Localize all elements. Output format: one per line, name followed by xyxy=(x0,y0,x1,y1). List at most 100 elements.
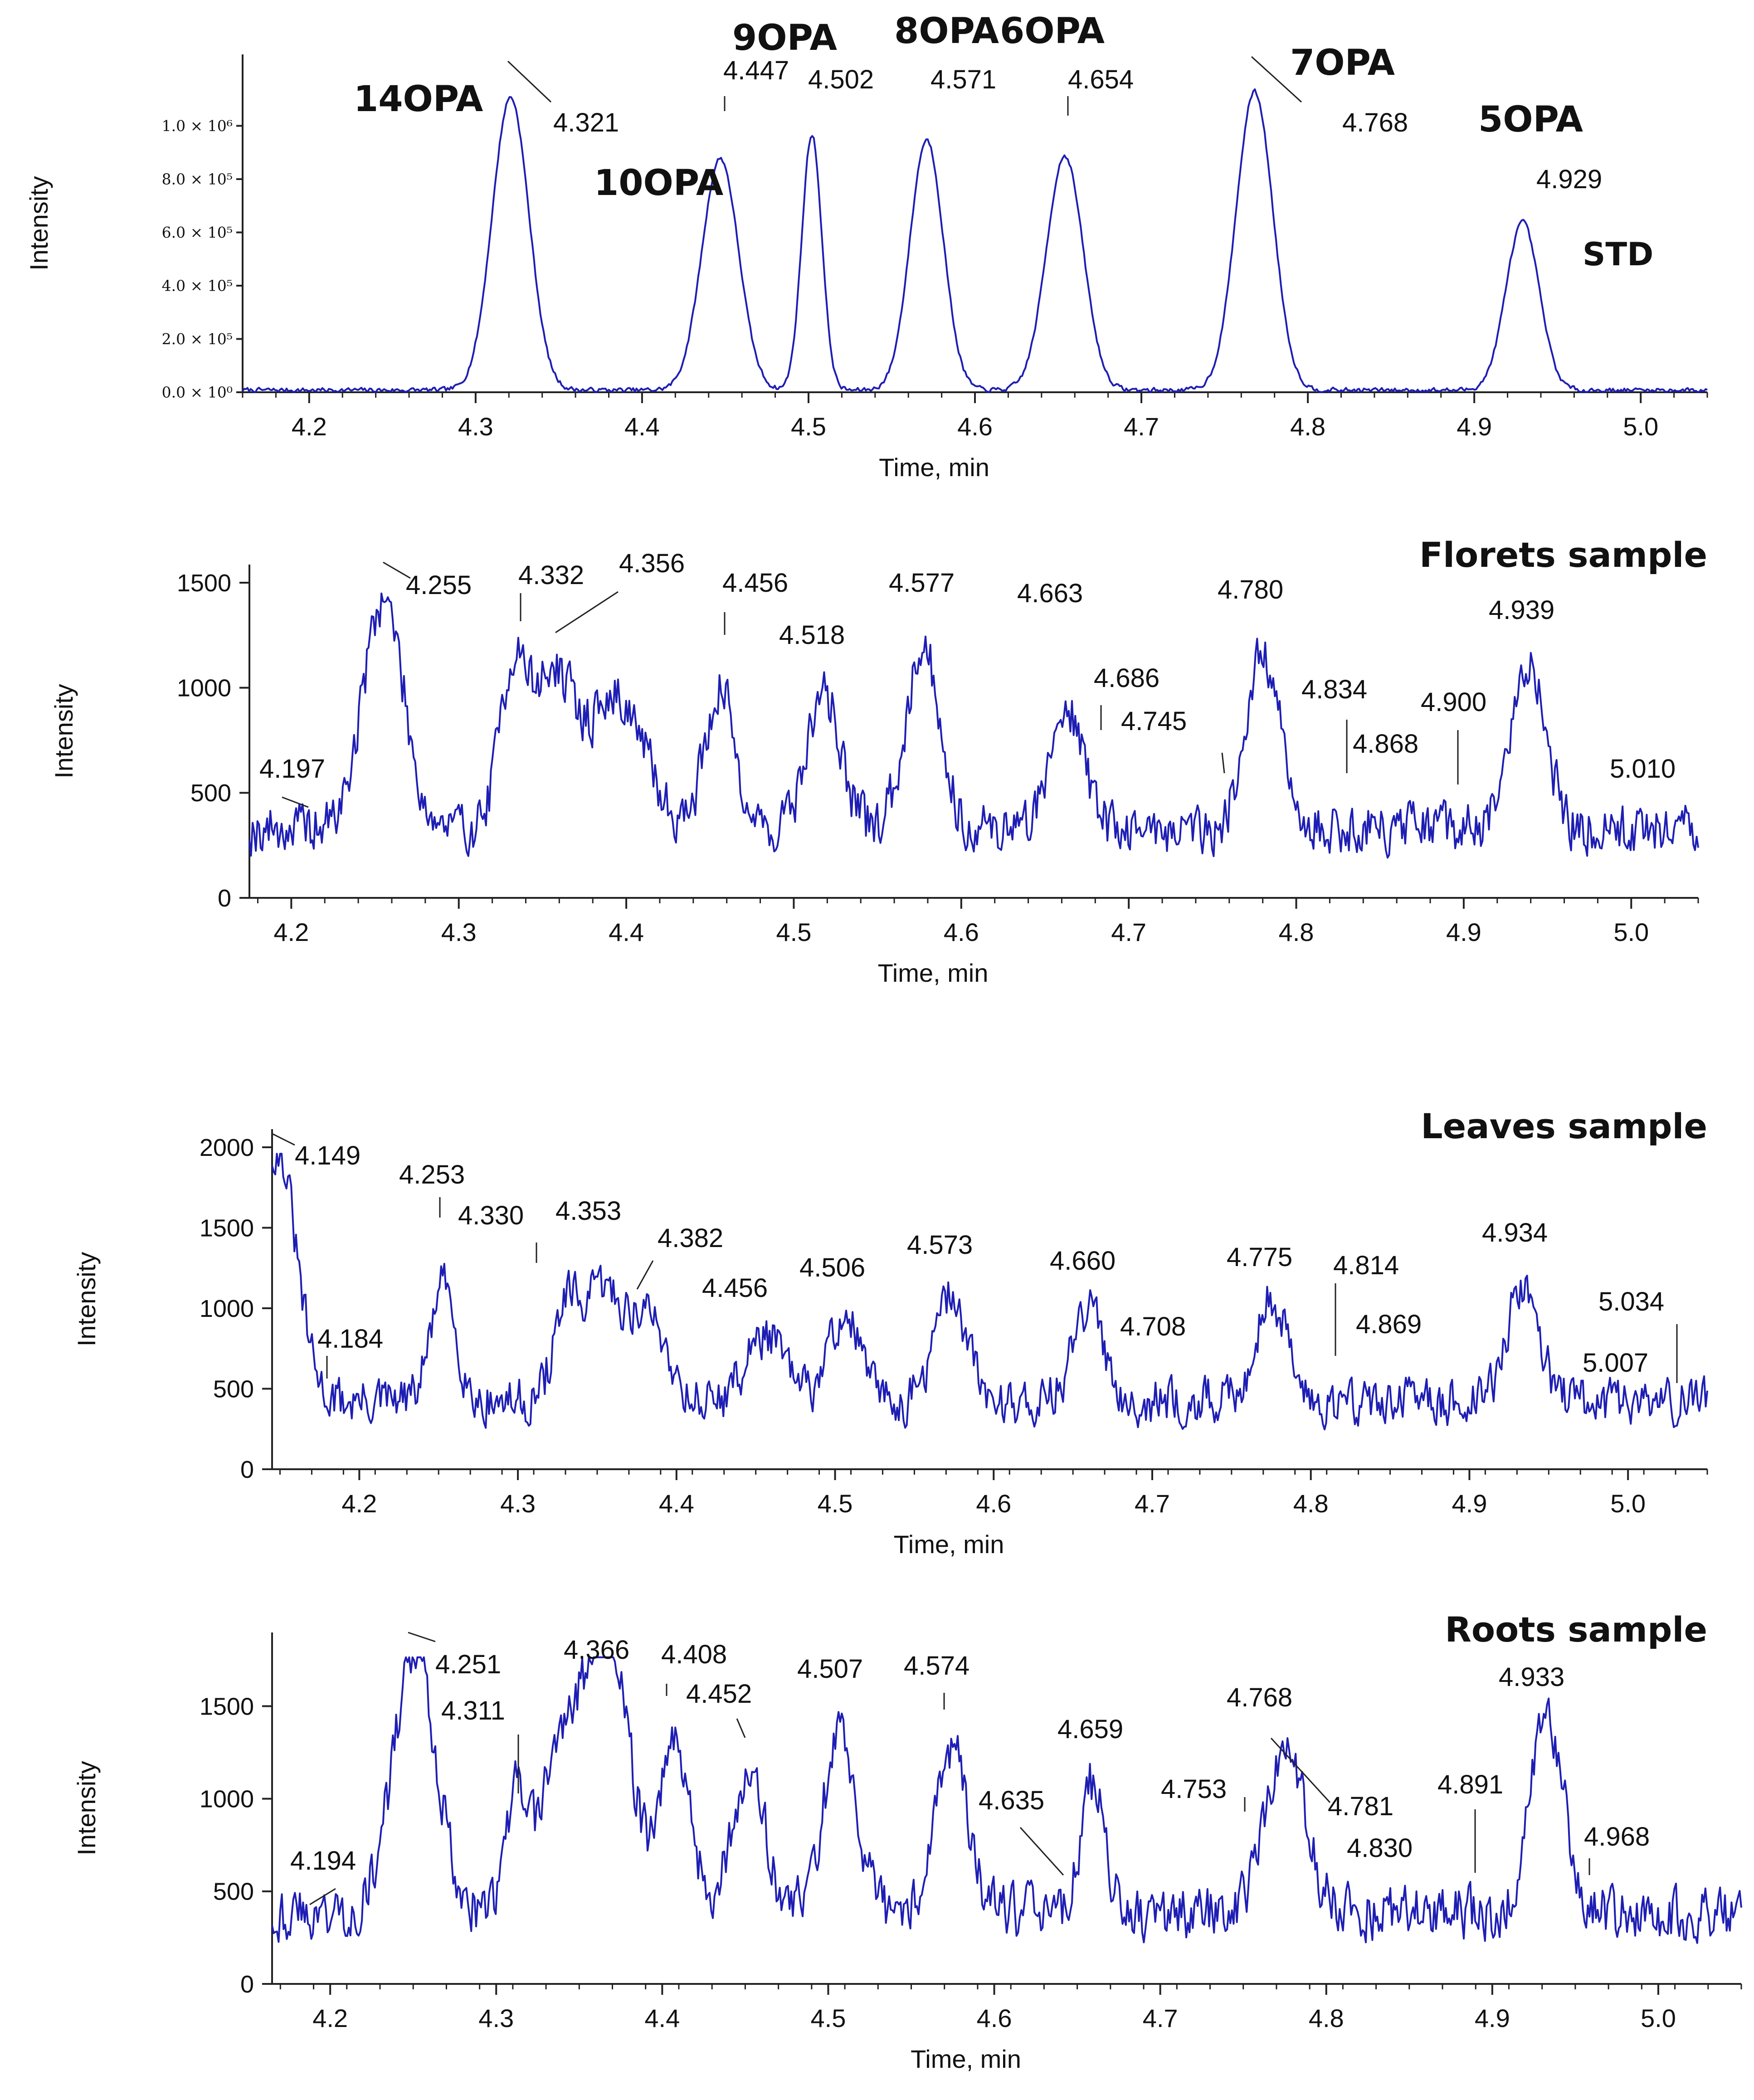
sample-label: Leaves sample xyxy=(1421,1106,1707,1146)
peak-label: 4.663 xyxy=(1017,579,1083,608)
peak-label: 4.968 xyxy=(1584,1822,1650,1852)
sample-label: Florets sample xyxy=(1419,535,1707,575)
x-tick-label: 4.8 xyxy=(1290,412,1325,441)
y-tick-label: 6.0 × 10⁵ xyxy=(162,224,233,241)
peak-label: 4.184 xyxy=(317,1324,383,1354)
x-tick-label: 4.9 xyxy=(1452,1489,1487,1518)
compound-label: 6OPA xyxy=(1000,11,1105,52)
peak-label: 5.034 xyxy=(1598,1287,1664,1316)
peak-label: 4.332 xyxy=(518,560,584,590)
compound-label: 9OPA xyxy=(732,18,837,58)
y-tick-label: 2.0 × 10⁵ xyxy=(162,330,233,348)
x-tick-label: 5.0 xyxy=(1641,2004,1676,2032)
x-tick-label: 4.2 xyxy=(292,412,327,441)
peak-leader-line xyxy=(408,1632,436,1642)
x-axis-label: Time, min xyxy=(879,453,989,482)
x-tick-label: 4.3 xyxy=(458,412,493,441)
peak-leader-line xyxy=(282,796,309,808)
x-tick-label: 4.4 xyxy=(659,1489,694,1518)
peak-label: 4.502 xyxy=(808,65,874,94)
compound-label: 14OPA xyxy=(354,79,483,120)
peak-label: 4.891 xyxy=(1437,1770,1503,1799)
panel-roots: 4.2 4.3 4.4 4.5 4.6 4.7 4.8 4.9 5.0 Time, min 0 500… xyxy=(72,1609,1742,2073)
x-tick-label: 4.2 xyxy=(312,2004,348,2032)
y-tick-label: 500 xyxy=(213,1878,254,1905)
peak-label: 4.574 xyxy=(904,1651,970,1681)
peak-label: 4.900 xyxy=(1421,687,1486,717)
y-tick-label: 500 xyxy=(190,780,231,807)
peak-label: 4.311 xyxy=(441,1696,505,1725)
x-tick-label: 4.4 xyxy=(624,412,660,441)
x-tick-label: 5.0 xyxy=(1613,918,1649,946)
peak-label: 4.834 xyxy=(1301,675,1367,704)
peak-label: 4.571 xyxy=(931,65,996,94)
y-tick-label: 8.0 × 10⁵ xyxy=(162,171,233,188)
x-tick-label: 4.6 xyxy=(957,412,993,441)
peak-label: 4.507 xyxy=(797,1654,863,1684)
peak-leader-line xyxy=(1270,1737,1331,1803)
peak-label: 4.251 xyxy=(435,1650,501,1679)
y-tick-label: 1500 xyxy=(200,1214,254,1242)
panel-florets: 4.2 4.3 4.4 4.5 4.6 4.7 4.8 4.9 5.0 Time, min 0 500… xyxy=(49,535,1707,987)
x-tick-label: 4.2 xyxy=(341,1489,377,1518)
sample-label: Roots sample xyxy=(1445,1609,1707,1650)
peak-label: 4.321 xyxy=(553,108,619,137)
peak-label: 4.768 xyxy=(1342,108,1408,137)
peak-label: 5.010 xyxy=(1610,754,1676,784)
peak-leader-line xyxy=(507,60,552,103)
peak-label: 4.149 xyxy=(295,1141,361,1170)
peak-label: 4.869 xyxy=(1356,1310,1422,1339)
x-tick-label: 4.2 xyxy=(273,918,309,946)
y-tick-label: 0 xyxy=(240,1971,254,1998)
peak-label: 4.447 xyxy=(723,56,789,85)
peak-leader-line xyxy=(1019,1827,1064,1876)
x-tick-label: 5.0 xyxy=(1623,412,1658,441)
peak-label: 4.573 xyxy=(907,1230,973,1260)
x-axis-label: Time, min xyxy=(894,1530,1004,1559)
y-tick-label: 1500 xyxy=(200,1693,254,1720)
peak-label: 4.366 xyxy=(564,1635,629,1665)
chromatogram-trace-leaves xyxy=(271,1153,1708,1431)
panel-leaves: 4.2 4.3 4.4 4.5 4.6 4.7 4.8 4.9 5.0 Time, min 0 500… xyxy=(72,1106,1708,1559)
x-tick-label: 4.6 xyxy=(977,2004,1012,2032)
y-tick-label: 2000 xyxy=(200,1134,254,1161)
y-axis-label: Intensity xyxy=(72,1252,101,1347)
peak-leader-line xyxy=(636,1260,654,1290)
peak-label: 4.753 xyxy=(1161,1774,1227,1804)
y-tick-label: 0 xyxy=(218,885,231,912)
x-tick-label: 4.7 xyxy=(1135,1489,1170,1518)
y-axis-label: Intensity xyxy=(49,684,78,779)
peak-label: 4.255 xyxy=(406,570,472,600)
y-tick-label: 500 xyxy=(213,1375,254,1403)
panel-standard: 4.2 4.3 4.4 4.5 4.6 4.7 4.8 4.9 5.0 Time, min 0.0 … xyxy=(24,11,1708,482)
x-tick-label: 4.5 xyxy=(776,918,812,946)
peak-label: 4.939 xyxy=(1489,595,1554,625)
x-tick-label: 4.6 xyxy=(976,1489,1011,1518)
peak-label: 4.868 xyxy=(1353,729,1418,759)
y-tick-label: 1.0 × 10⁶ xyxy=(162,117,233,135)
peak-label: 4.452 xyxy=(686,1679,752,1709)
x-tick-label: 4.5 xyxy=(811,2004,846,2032)
x-axis-label: Time, min xyxy=(878,959,989,987)
peak-label: 4.506 xyxy=(799,1253,865,1282)
x-tick-label: 4.5 xyxy=(818,1489,853,1518)
x-tick-label: 4.6 xyxy=(944,918,979,946)
peak-label: 4.775 xyxy=(1227,1242,1292,1272)
peak-label: 4.654 xyxy=(1068,65,1134,94)
x-tick-label: 4.8 xyxy=(1309,2004,1344,2032)
peak-label: 4.356 xyxy=(619,549,685,578)
chromatogram-trace-roots xyxy=(271,1656,1742,1944)
y-tick-label: 1500 xyxy=(177,570,231,597)
peak-label: 4.253 xyxy=(399,1160,465,1189)
peak-label: 4.934 xyxy=(1482,1218,1548,1247)
chromatogram-trace-standard xyxy=(242,88,1708,393)
peak-label: 4.194 xyxy=(290,1846,356,1876)
peak-leader-line xyxy=(309,1888,336,1905)
y-tick-label: 1000 xyxy=(177,675,231,702)
peak-label: 4.780 xyxy=(1218,575,1283,604)
peak-leader-line xyxy=(272,1133,295,1146)
x-tick-label: 4.7 xyxy=(1111,918,1146,946)
y-tick-label: 1000 xyxy=(200,1786,254,1813)
peak-leader-line xyxy=(383,561,411,579)
